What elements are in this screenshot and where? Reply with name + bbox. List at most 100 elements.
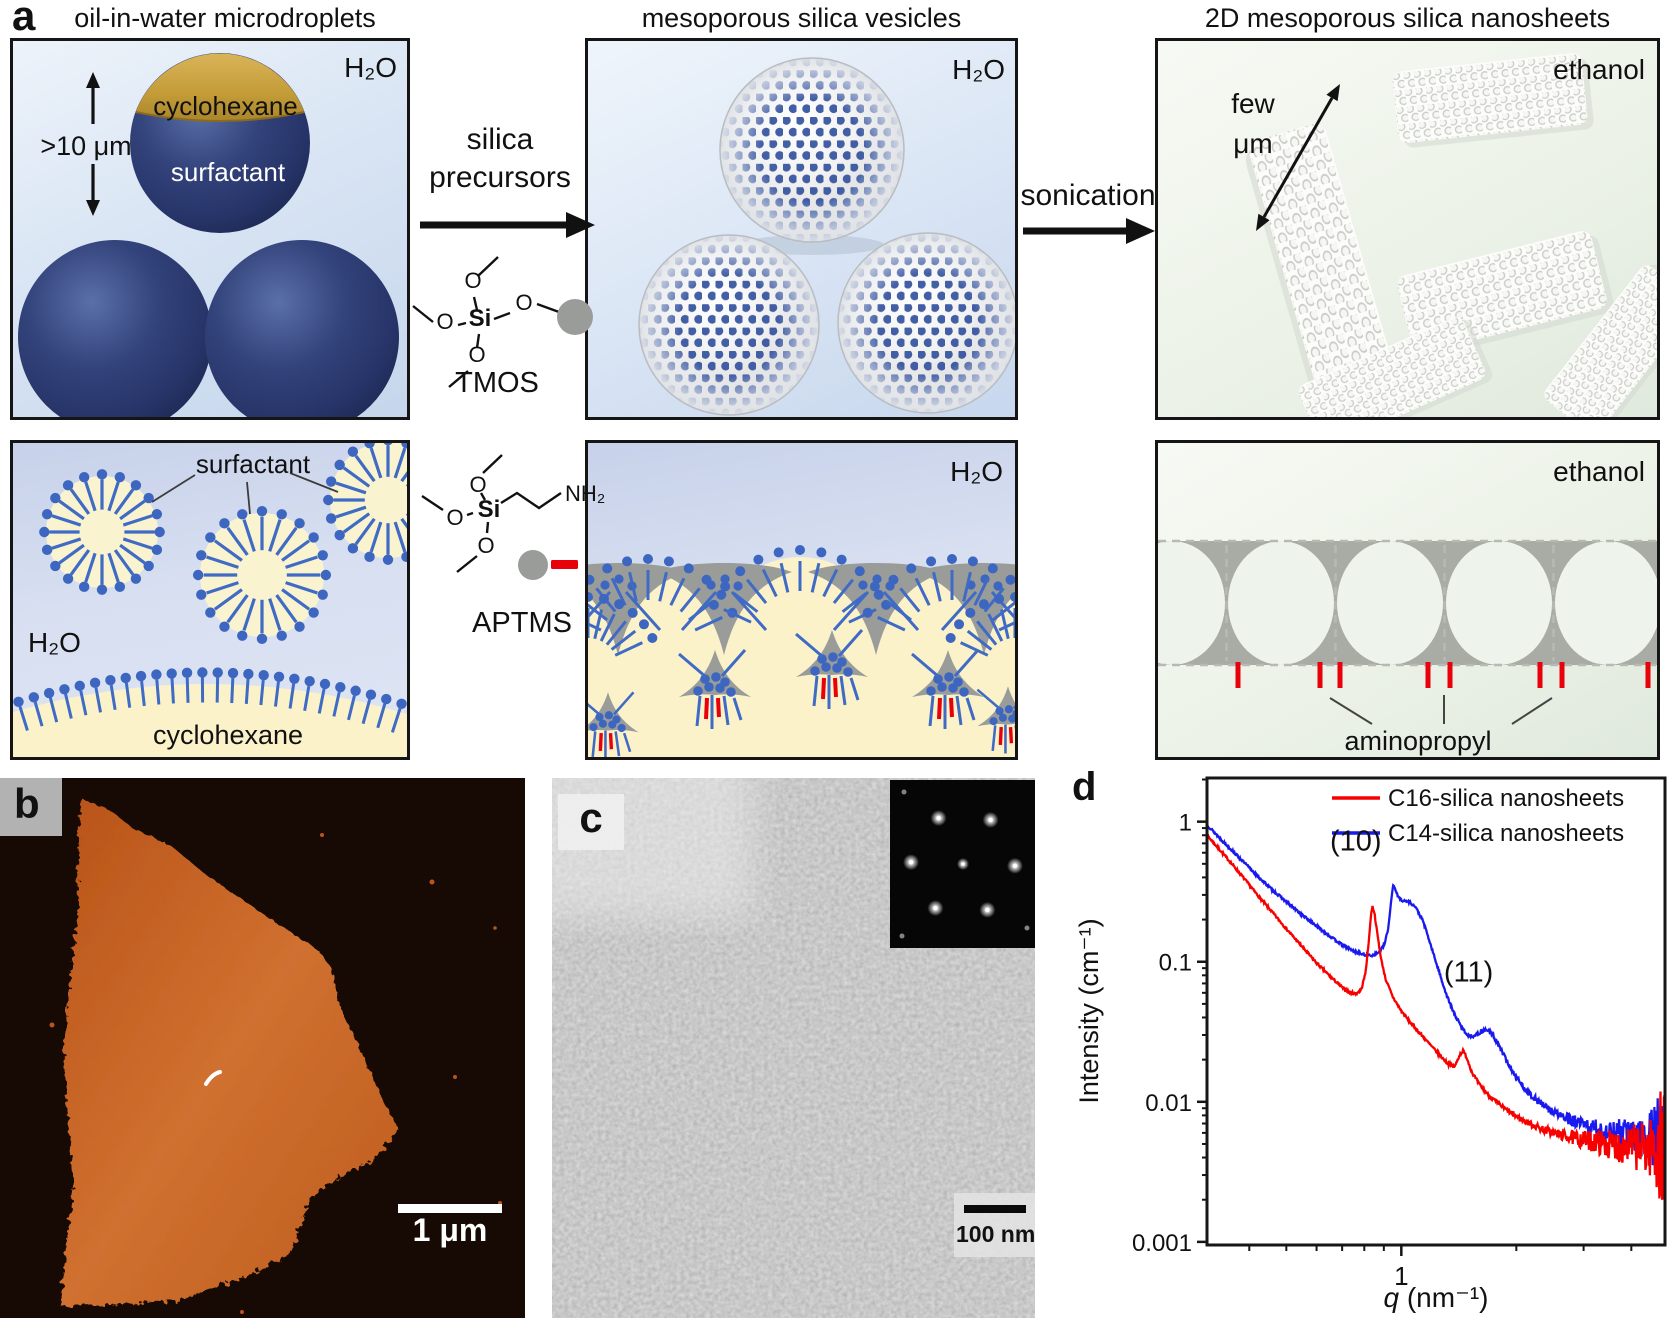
panel-a-letter: a	[12, 0, 36, 39]
micelle	[192, 505, 332, 645]
panel-d-letter: d	[1072, 765, 1097, 809]
sheet-size-arrow-icon	[1256, 84, 1340, 231]
droplet-right	[205, 240, 399, 417]
solvent-label-ethanol: ethanol	[1553, 456, 1645, 487]
scale-bar-c-box	[954, 1193, 1035, 1257]
curve-c16	[1208, 833, 1664, 1200]
nanosheets-graphic	[1240, 51, 1657, 417]
aminopropyl-label: aminopropyl	[1344, 726, 1492, 756]
tmos-structure	[412, 256, 560, 388]
plot-frame	[1205, 776, 1667, 1247]
box-interface: H₂O	[585, 440, 1018, 760]
panel-b-label-box	[0, 778, 62, 836]
title-vesicles: mesoporous silica vesicles	[641, 3, 962, 33]
box-nanosheets: ethanol few μm	[1155, 38, 1660, 420]
oil-droplets-graphic	[18, 53, 399, 417]
aptms-structure	[421, 454, 562, 573]
surfactant-pointer-lines	[151, 472, 339, 515]
scattering-curves	[1208, 824, 1664, 1200]
peak-annotations: (10) (11)	[1330, 826, 1493, 989]
panel-c-letter: c	[579, 794, 603, 841]
vesicle-right	[837, 232, 1015, 414]
tmos-o: O	[468, 342, 485, 367]
aptms-cluster	[678, 649, 751, 729]
aptms-cluster	[976, 686, 1015, 754]
droplet-oil-cap	[135, 53, 305, 122]
droplet-left	[18, 240, 212, 417]
vesicle-top	[719, 57, 905, 243]
aptms-si: Si	[478, 496, 501, 523]
aptms-o: O	[477, 533, 494, 558]
x-axis-label: q (nm⁻¹)	[1383, 1282, 1488, 1313]
nanosheet-flake	[61, 798, 399, 1306]
peak-annotation: (11)	[1444, 957, 1493, 989]
interface-graphic	[588, 545, 1015, 757]
aptms-label: APTMS	[472, 607, 572, 639]
box-sheet-cross-section: ethanol aminopropyl	[1155, 440, 1660, 760]
surfactant-body-label: surfactant	[170, 157, 286, 187]
solvent-label-ethanol: ethanol	[1553, 54, 1645, 85]
cross-section-graphic	[1158, 539, 1657, 725]
tmos-o: O	[436, 309, 453, 334]
aptms-cluster	[911, 649, 984, 729]
title-microdroplets: oil-in-water microdroplets	[74, 3, 376, 33]
x-tick-label: 1	[1394, 1261, 1408, 1291]
panel-c-tem-image	[552, 778, 1035, 1318]
cyclohexane-bulk-label: cyclohexane	[152, 720, 304, 750]
pore-circles	[1158, 541, 1657, 665]
surfactant-fan	[862, 554, 1015, 632]
y-tick-label: 0.001	[1132, 1230, 1192, 1257]
size-dimension-arrow-icon	[86, 72, 100, 216]
functionalized-silica-icon	[518, 550, 548, 580]
panel-b-letter: b	[14, 780, 40, 827]
tmos-o: O	[464, 268, 481, 293]
solvent-label-water: H₂O	[950, 456, 1003, 487]
afm-scratch	[204, 1070, 222, 1086]
legend-item-label: C16-silica nanosheets	[1388, 785, 1624, 812]
y-tick-label: 1	[1179, 810, 1192, 837]
aptms-o: O	[446, 505, 463, 530]
chart-legend: C16-silica nanosheets C14-silica nanoshee…	[1332, 785, 1624, 847]
vesicles-graphic	[638, 57, 1015, 416]
panel-c-label-box	[558, 794, 624, 850]
box-oil-droplets: H₂O cyclohexane surfactant >10 μm	[10, 38, 410, 420]
aminopropyl-ticks	[1235, 662, 1651, 688]
title-nanosheets: 2D mesoporous silica nanosheets	[1204, 3, 1611, 33]
micelle	[39, 469, 165, 595]
sheet-size-label-2: μm	[1233, 128, 1273, 159]
scale-bar-c	[964, 1205, 1026, 1213]
cyclohexane-cap-label: cyclohexane	[153, 91, 298, 121]
fft-diffraction-spots	[899, 789, 1030, 939]
scale-bar-b-label: 1 μm	[412, 1212, 488, 1248]
y-tick-label: 0.01	[1145, 1090, 1192, 1117]
pointer-lines	[1329, 695, 1553, 725]
scale-bar-b	[398, 1204, 502, 1213]
legend-item-label: C14-silica nanosheets	[1388, 820, 1624, 847]
panel-d-chart: 1 0.1 0.01 0.001 1 C16-silica nanosheets C14-…	[1040, 735, 1667, 1318]
scale-bar-c-label: 100 nm	[956, 1221, 1036, 1247]
axis-ticks: 1 0.1 0.01 0.001 1	[1132, 778, 1633, 1291]
dashed-outline	[1158, 539, 1657, 667]
aminopropyl-tail-icon	[551, 560, 578, 569]
aptms-cluster	[795, 629, 868, 709]
micelles-graphic	[13, 443, 407, 757]
y-axis-label: Intensity (cm⁻¹)	[1074, 918, 1104, 1103]
interface-surfactant-fringe	[13, 667, 407, 733]
solvent-label-water: H₂O	[28, 627, 81, 658]
box-micelles: surfactant H₂O cyclohexane	[10, 440, 410, 760]
reaction-arrow-icon	[420, 212, 595, 238]
solvent-label-water: H₂O	[952, 54, 1005, 85]
silica-wedge	[588, 563, 686, 655]
surfactant-fan	[588, 592, 658, 657]
tmos-o: O	[515, 290, 532, 315]
step1-label-2: precursors	[429, 161, 571, 194]
step1-label-1: silica	[466, 123, 534, 156]
tmos-label: TMOS	[455, 367, 539, 399]
reaction-arrow-icon	[1023, 218, 1155, 244]
solvent-label-water: H₂O	[344, 52, 397, 83]
aptms-cluster	[588, 691, 639, 757]
surfactant-fan	[945, 592, 1015, 657]
micelle	[323, 443, 407, 565]
step2-label: sonication	[1020, 179, 1156, 212]
